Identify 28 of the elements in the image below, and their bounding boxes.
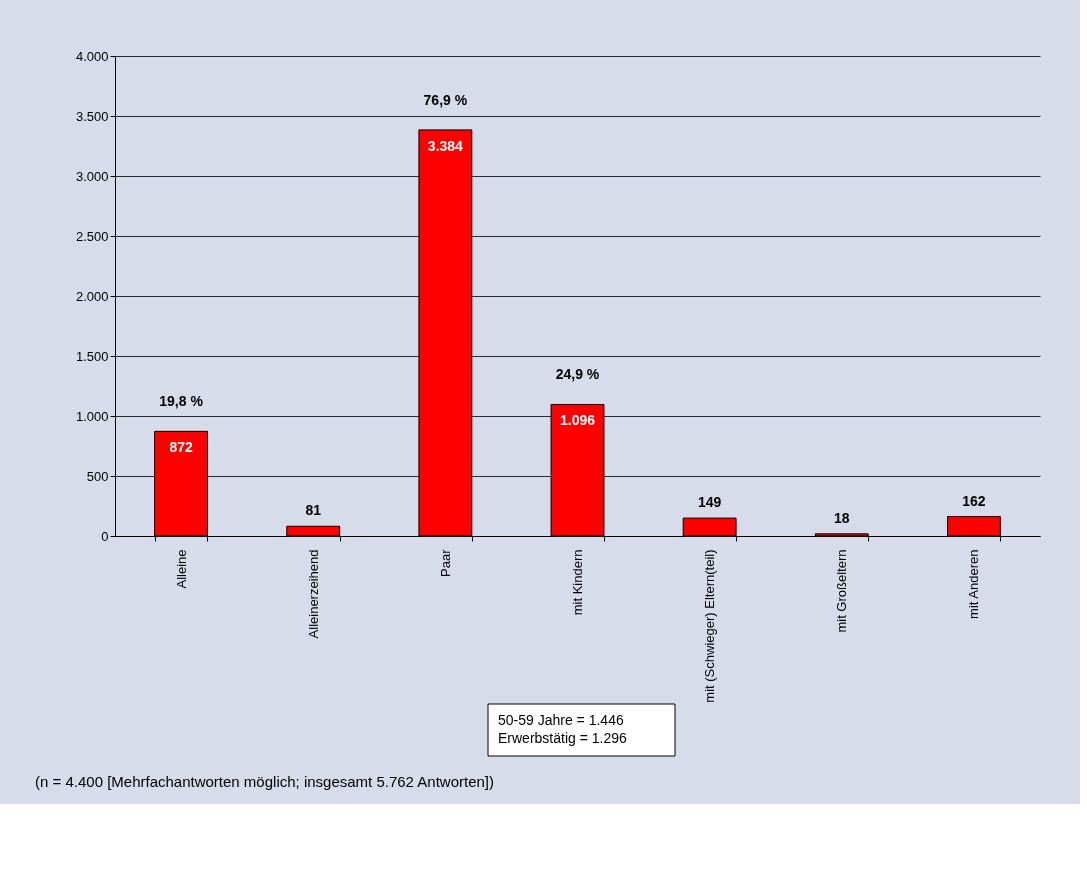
y-tick-label: 1.500: [75, 348, 109, 364]
data-label: 149: [697, 494, 722, 511]
text: 50-59 Jahre = 1.446 Erwerbstätig = 1.296: [498, 712, 628, 746]
annotation: 24,9 %: [555, 366, 600, 383]
data-label: 18: [834, 509, 850, 526]
x-tick-label: Alleine: [173, 549, 189, 589]
data-label: 81: [305, 502, 322, 519]
y-tick-label: 3.000: [75, 168, 109, 184]
y-tick-label: 1.000: [75, 408, 109, 424]
y-tick-label: 2.500: [75, 228, 109, 244]
data-label: 3.384: [427, 137, 464, 154]
x-tick-label: mit Kindern: [570, 549, 585, 616]
x-tick-label: mit Großeltern: [834, 549, 850, 633]
y-tick-label: 3.500: [75, 108, 109, 124]
y-tick-label: 500: [86, 468, 109, 484]
y-tick-label: 4.000: [75, 48, 109, 64]
x-tick-label: mit Anderen: [966, 549, 982, 619]
y-tick-label: 2.000: [75, 288, 109, 304]
data-label: 1.096: [559, 412, 596, 429]
x-tick-label: Alleinerzeihend: [305, 549, 321, 639]
x-tick-label: mit (Schwieger) Eltern(teil): [702, 549, 718, 703]
data-label: 872: [169, 439, 193, 456]
annotation: 76,9 %: [423, 91, 468, 108]
text: (n = 4.400 [Mehrfachantworten möglich; insgesamt 5.762 Antworten]): [35, 773, 495, 790]
y-tick-label: 0: [101, 528, 109, 544]
x-tick-label: Paar: [437, 548, 453, 577]
data-label: 162: [962, 492, 986, 509]
annotation: 19,8 %: [159, 393, 204, 410]
